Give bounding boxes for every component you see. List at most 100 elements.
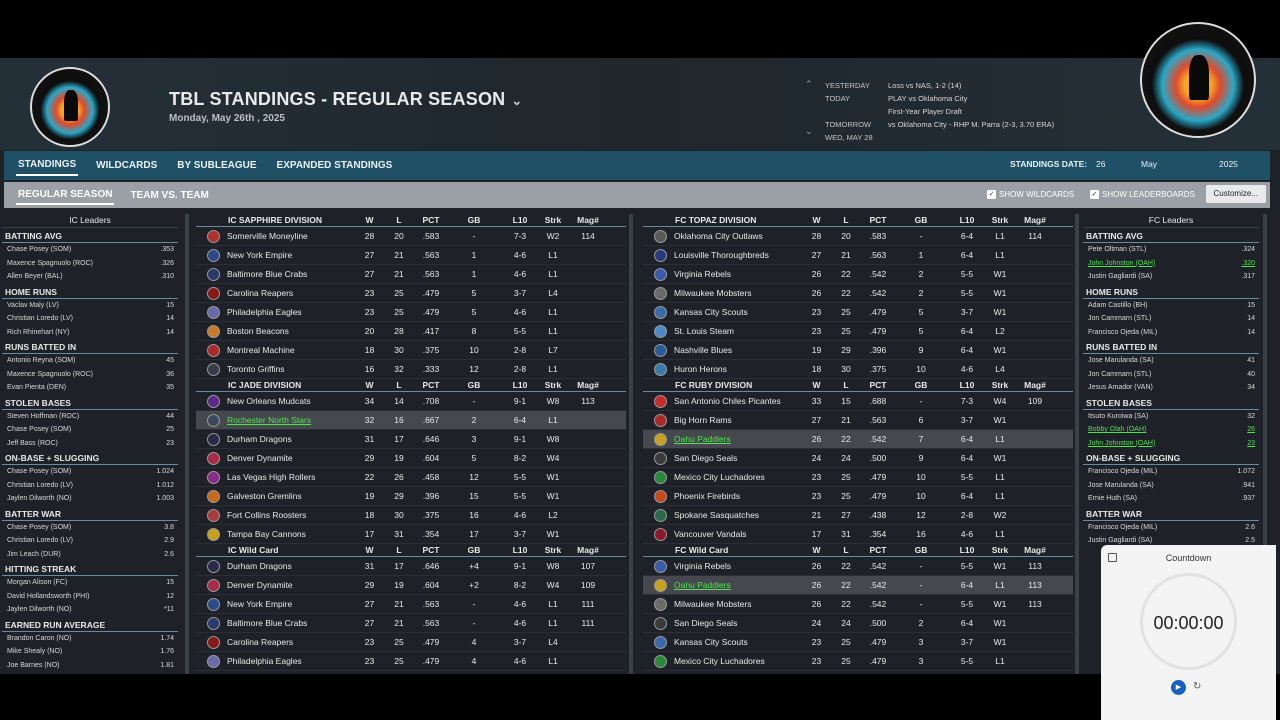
leader-player[interactable]: Justin Gagliardi (SA) <box>1088 273 1153 280</box>
team-name[interactable]: Fort Collins Roosters <box>227 510 307 520</box>
team-name[interactable]: San Diego Seals <box>674 453 738 463</box>
team-row[interactable]: Denver Dynamite 29 19 .604 +2 8-2 W4 109 <box>196 576 626 595</box>
leader-player[interactable]: Jon Cammarn (STL) <box>1088 370 1152 378</box>
show-wildcards-checkbox[interactable]: ✓ SHOW WILDCARDS <box>987 190 1075 199</box>
column-header-w[interactable]: W <box>812 545 821 555</box>
column-header-w[interactable]: W <box>812 215 821 225</box>
team-name[interactable]: Milwaukee Mobsters <box>674 288 752 298</box>
leader-player[interactable]: Francisco Ojeda (MIL) <box>1088 468 1158 475</box>
chevron-down-icon[interactable]: ⌄ <box>511 93 523 108</box>
leader-row[interactable]: Jose Marulanda (SA) 41 <box>1083 354 1259 368</box>
team-name[interactable]: Montreal Machine <box>227 345 295 355</box>
column-header-pct[interactable]: PCT <box>422 545 440 555</box>
leader-player[interactable]: Chase Posey (SOM) <box>7 246 72 253</box>
team-name[interactable]: Carolina Reapers <box>227 288 294 298</box>
column-header-strk[interactable]: Strk <box>991 545 1009 555</box>
leader-row[interactable]: Steven Hoffman (ROC) 44 <box>2 410 178 424</box>
team-row[interactable]: Rochester North Stars 32 16 .667 2 6-4 L1 <box>196 411 626 430</box>
team-row[interactable]: St. Louis Steam 23 25 .479 5 6-4 L2 <box>643 322 1073 341</box>
column-header-l[interactable]: L <box>843 380 849 390</box>
chevron-up-icon[interactable]: ⌃ <box>805 79 813 89</box>
team-row[interactable]: Galveston Gremlins 19 29 .396 15 5-5 W1 <box>196 487 626 506</box>
leader-row[interactable]: Morgan Alison (FC) 15 <box>2 576 178 590</box>
column-header-gb[interactable]: GB <box>467 380 481 390</box>
leader-player[interactable]: Jim Leach (DUR) <box>7 550 61 558</box>
team-row[interactable]: Milwaukee Mobsters 26 22 .542 2 5-5 W1 <box>643 284 1073 303</box>
team-name[interactable]: Oahu Paddlers <box>674 434 731 444</box>
team-name[interactable]: Rochester North Stars <box>227 415 312 425</box>
team-row[interactable]: New York Empire 27 21 .563 - 4-6 L1 111 <box>196 595 626 614</box>
leader-player[interactable]: Christian Loredo (LV) <box>7 537 74 544</box>
team-row[interactable]: Oklahoma City Outlaws 28 20 .583 - 6-4 L1 114 <box>643 227 1073 246</box>
leader-player[interactable]: Justin Gagliardi (SA) <box>1088 537 1153 544</box>
team-row[interactable]: Philadelphia Eagles 23 25 .479 5 4-6 L1 <box>196 303 626 322</box>
standings-day-select[interactable]: 26 <box>1096 159 1106 169</box>
leader-row[interactable]: Ernie Huth (SA) .937 <box>1083 492 1259 506</box>
leader-row[interactable]: Evan Pienta (DEN) 35 <box>2 381 178 395</box>
leader-player[interactable]: Francisco Ojeda (MIL) <box>1088 523 1158 531</box>
leader-row[interactable]: Jaylen Dilworth (NO) *11 <box>2 603 178 617</box>
leader-row[interactable]: Francisco Ojeda (MIL) 14 <box>1083 326 1259 340</box>
team-name[interactable]: Oklahoma City Outlaws <box>674 231 763 241</box>
leader-player[interactable]: Chase Posey (SOM) <box>7 523 72 531</box>
leader-player[interactable]: Allen Beyer (BAL) <box>7 273 63 280</box>
team-name[interactable]: Philadelphia Eagles <box>227 307 302 317</box>
team-row[interactable]: Oahu Paddlers 26 22 .542 7 6-4 L1 <box>643 430 1073 449</box>
leader-player[interactable]: Jon Cammarn (STL) <box>1088 315 1152 322</box>
leader-row[interactable]: John Johnston (OAH) .320 <box>1083 257 1259 271</box>
column-header-l[interactable]: L <box>843 215 849 225</box>
column-header-mag[interactable]: Mag# <box>1024 545 1046 555</box>
team-row[interactable]: Phoenix Firebirds 23 25 .479 10 6-4 L1 <box>643 487 1073 506</box>
team-name[interactable]: Carolina Reapers <box>227 637 294 647</box>
leader-row[interactable]: Mike Shealy (NO) 1.76 <box>2 645 178 659</box>
team-row[interactable]: Oahu Paddlers 26 22 .542 - 6-4 L1 113 <box>643 576 1073 595</box>
team-row[interactable]: Spokane Sasquatches 21 27 .438 12 2-8 W2 <box>643 506 1073 525</box>
leader-row[interactable]: Chase Posey (SOM) .353 <box>2 243 178 257</box>
team-row[interactable]: Somerville Moneyline 28 20 .583 - 7-3 W2 114 <box>196 227 626 246</box>
column-header-pct[interactable]: PCT <box>869 215 887 225</box>
leader-row[interactable]: Jose Marulanda (SA) .941 <box>1083 479 1259 493</box>
team-name[interactable]: Vancouver Vandals <box>674 529 747 539</box>
leader-row[interactable]: Chase Posey (SOM) 3.8 <box>2 521 178 535</box>
team-name[interactable]: Durham Dragons <box>227 561 292 571</box>
column-header-l10[interactable]: L10 <box>512 215 528 225</box>
team-row[interactable]: Mexico City Luchadores 23 25 .479 3 5-5 L1 <box>643 652 1073 671</box>
column-header-pct[interactable]: PCT <box>422 380 440 390</box>
team-row[interactable]: Kansas City Scouts 23 25 .479 3 3-7 W1 <box>643 633 1073 652</box>
team-row[interactable]: Baltimore Blue Crabs 27 21 .563 1 4-6 L1 <box>196 265 626 284</box>
team-row[interactable]: Kansas City Scouts 23 25 .479 5 3-7 W1 <box>643 303 1073 322</box>
leader-row[interactable]: Chase Posey (SOM) 25 <box>2 423 178 437</box>
team-name[interactable]: Nashville Blues <box>674 345 733 355</box>
team-row[interactable]: Tampa Bay Cannons 17 31 .354 17 3-7 W1 <box>196 525 626 544</box>
team-row[interactable]: Montreal Machine 18 30 .375 10 2-8 L7 <box>196 341 626 360</box>
leader-player[interactable]: Steven Hoffman (ROC) <box>7 412 80 420</box>
column-header-l10[interactable]: L10 <box>512 545 528 555</box>
team-row[interactable]: Carolina Reapers 23 25 .479 5 3-7 L4 <box>196 284 626 303</box>
team-name[interactable]: Kansas City Scouts <box>674 307 748 317</box>
column-header-pct[interactable]: PCT <box>869 545 887 555</box>
team-row[interactable]: Virginia Rebels 26 22 .542 2 5-5 W1 <box>643 265 1073 284</box>
leader-row[interactable]: Allen Beyer (BAL) .310 <box>2 270 178 284</box>
team-name[interactable]: Kansas City Scouts <box>674 637 748 647</box>
team-name[interactable]: San Diego Seals <box>674 618 738 628</box>
leader-row[interactable]: Bobby Olah (OAH) 26 <box>1083 423 1259 437</box>
team-name[interactable]: Louisville Thoroughbreds <box>674 250 769 260</box>
column-header-l10[interactable]: L10 <box>959 380 975 390</box>
team-name[interactable]: Huron Herons <box>674 364 727 374</box>
column-header-strk[interactable]: Strk <box>544 380 562 390</box>
column-header-l10[interactable]: L10 <box>959 545 975 555</box>
leader-player[interactable]: Francisco Ojeda (MIL) <box>1088 328 1158 336</box>
column-header-l10[interactable]: L10 <box>959 215 975 225</box>
column-header-w[interactable]: W <box>365 215 374 225</box>
team-name[interactable]: Oahu Paddlers <box>674 580 731 590</box>
tab-expanded-standings[interactable]: EXPANDED STANDINGS <box>276 160 393 171</box>
team-name[interactable]: Tampa Bay Cannons <box>227 529 306 539</box>
team-row[interactable]: Las Vegas High Rollers 22 26 .458 12 5-5 W1 <box>196 468 626 487</box>
team-name[interactable]: Mexico City Luchadores <box>674 656 765 666</box>
team-name[interactable]: Baltimore Blue Crabs <box>227 618 308 628</box>
leader-player[interactable]: Jaylen Dilworth (NO) <box>7 606 72 613</box>
team-name[interactable]: Phoenix Firebirds <box>674 491 741 501</box>
page-title[interactable]: TBL STANDINGS - REGULAR SEASON ⌄ <box>169 89 523 109</box>
team-name[interactable]: Las Vegas High Rollers <box>227 472 316 482</box>
team-name[interactable]: St. Louis Steam <box>674 326 735 336</box>
